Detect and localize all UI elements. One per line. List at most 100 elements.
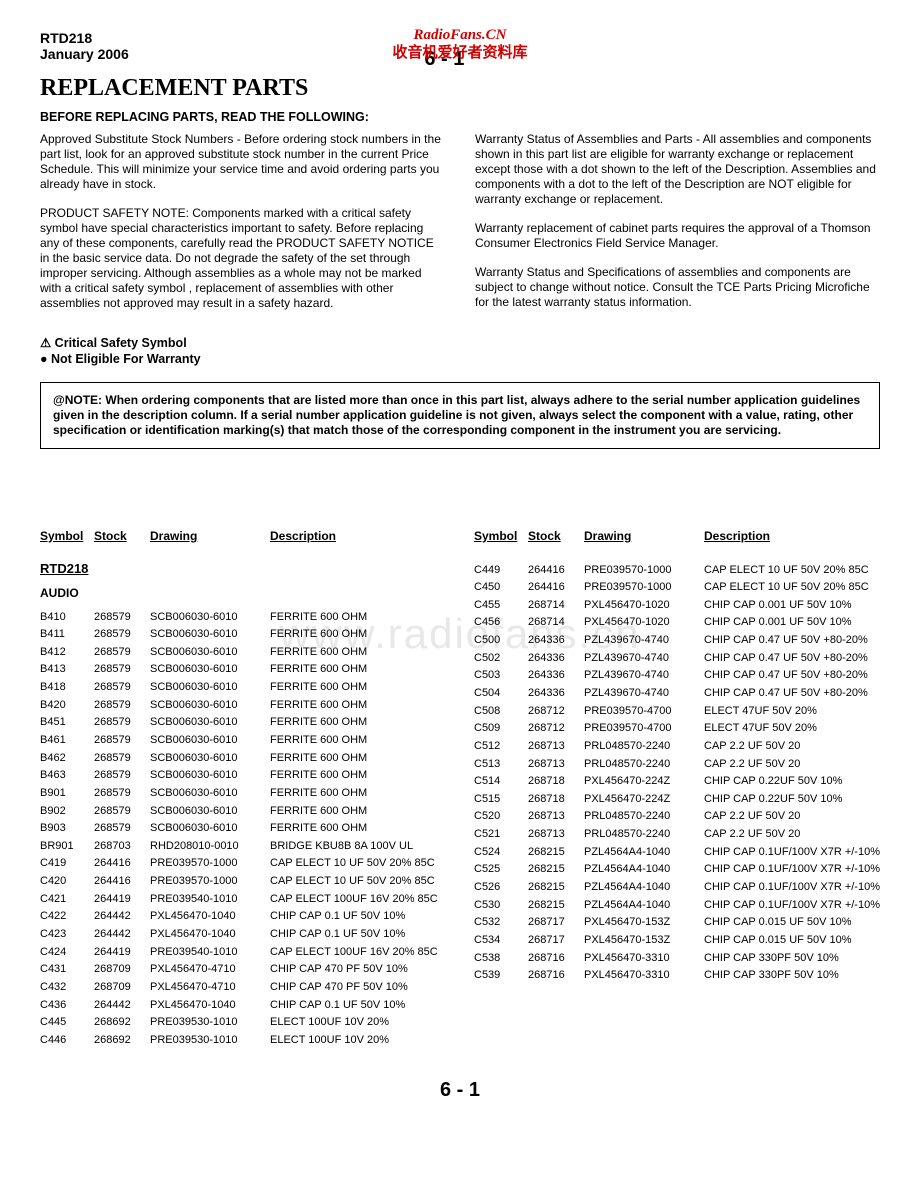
table-row: C525268215PZL4564A4-1040CHIP CAP 0.1UF/1… bbox=[474, 861, 880, 879]
cell-symbol: C515 bbox=[474, 793, 528, 806]
intro-left-col: Approved Substitute Stock Numbers - Befo… bbox=[40, 132, 445, 325]
cell-drawing: PZL439670-4740 bbox=[584, 652, 704, 665]
cell-symbol: B463 bbox=[40, 769, 94, 782]
cell-stock: 268692 bbox=[94, 1034, 150, 1047]
cell-stock: 268712 bbox=[528, 705, 584, 718]
cell-description: CHIP CAP 0.47 UF 50V +80-20% bbox=[704, 652, 880, 665]
intro-right-p1: Warranty replacement of cabinet parts re… bbox=[475, 221, 880, 251]
table-row: C450264416PRE039570-1000CAP ELECT 10 UF … bbox=[474, 579, 880, 597]
sub-header: BEFORE REPLACING PARTS, READ THE FOLLOWI… bbox=[40, 110, 880, 124]
cell-symbol: B462 bbox=[40, 752, 94, 765]
cell-description: CAP 2.2 UF 50V 20 bbox=[704, 828, 880, 841]
table-row: C515268718PXL456470-224ZCHIP CAP 0.22UF … bbox=[474, 790, 880, 808]
table-row: C422264442PXL456470-1040CHIP CAP 0.1 UF … bbox=[40, 908, 446, 926]
cell-stock: 268215 bbox=[528, 846, 584, 859]
cell-stock: 268579 bbox=[94, 769, 150, 782]
cell-symbol: C422 bbox=[40, 910, 94, 923]
cell-drawing: PXL456470-3310 bbox=[584, 969, 704, 982]
cell-drawing: PZL439670-4740 bbox=[584, 687, 704, 700]
cell-drawing: PXL456470-1020 bbox=[584, 599, 704, 612]
cell-symbol: B410 bbox=[40, 611, 94, 624]
header-model: RTD218 bbox=[40, 30, 129, 46]
cell-symbol: C504 bbox=[474, 687, 528, 700]
cell-drawing: SCB006030-6010 bbox=[150, 769, 270, 782]
legend-critical: ⚠ Critical Safety Symbol bbox=[40, 335, 880, 350]
table-row: B412268579SCB006030-6010FERRITE 600 OHM bbox=[40, 643, 446, 661]
cell-symbol: C502 bbox=[474, 652, 528, 665]
table-row: C503264336PZL439670-4740CHIP CAP 0.47 UF… bbox=[474, 667, 880, 685]
table-row: C514268718PXL456470-224ZCHIP CAP 0.22UF … bbox=[474, 773, 880, 791]
cell-symbol: C530 bbox=[474, 899, 528, 912]
cell-symbol: C424 bbox=[40, 946, 94, 959]
cell-drawing: PXL456470-1020 bbox=[584, 616, 704, 629]
left-table-header: Symbol Stock Drawing Description bbox=[40, 529, 446, 543]
cell-stock: 264442 bbox=[94, 999, 150, 1012]
cell-symbol: C432 bbox=[40, 981, 94, 994]
cell-drawing: SCB006030-6010 bbox=[150, 611, 270, 624]
cell-stock: 264419 bbox=[94, 893, 150, 906]
cell-symbol: BR901 bbox=[40, 840, 94, 853]
cell-symbol: C423 bbox=[40, 928, 94, 941]
cell-description: CHIP CAP 330PF 50V 10% bbox=[704, 952, 880, 965]
table-row: C445268692PRE039530-1010ELECT 100UF 10V … bbox=[40, 1014, 446, 1032]
cell-drawing: PXL456470-153Z bbox=[584, 916, 704, 929]
table-row: C532268717PXL456470-153ZCHIP CAP 0.015 U… bbox=[474, 914, 880, 932]
cell-stock: 268718 bbox=[528, 793, 584, 806]
cell-symbol: B413 bbox=[40, 663, 94, 676]
table-row: B462268579SCB006030-6010FERRITE 600 OHM bbox=[40, 749, 446, 767]
cell-drawing: SCB006030-6010 bbox=[150, 716, 270, 729]
cell-stock: 264419 bbox=[94, 946, 150, 959]
cell-description: CHIP CAP 0.1UF/100V X7R +/-10% bbox=[704, 846, 880, 859]
th-symbol: Symbol bbox=[40, 529, 94, 543]
cell-drawing: PRE039530-1010 bbox=[150, 1034, 270, 1047]
cell-description: FERRITE 600 OHM bbox=[270, 663, 446, 676]
table-row: C419264416PRE039570-1000CAP ELECT 10 UF … bbox=[40, 855, 446, 873]
table-row: B451268579SCB006030-6010FERRITE 600 OHM bbox=[40, 714, 446, 732]
cell-drawing: PXL456470-224Z bbox=[584, 775, 704, 788]
cell-description: CHIP CAP 0.015 UF 50V 10% bbox=[704, 934, 880, 947]
table-row: C508268712PRE039570-4700ELECT 47UF 50V 2… bbox=[474, 702, 880, 720]
cell-symbol: C421 bbox=[40, 893, 94, 906]
table-row: C530268215PZL4564A4-1040CHIP CAP 0.1UF/1… bbox=[474, 896, 880, 914]
cell-drawing: PXL456470-3310 bbox=[584, 952, 704, 965]
cell-stock: 268579 bbox=[94, 787, 150, 800]
table-row: B901268579SCB006030-6010FERRITE 600 OHM bbox=[40, 784, 446, 802]
cell-stock: 268713 bbox=[528, 828, 584, 841]
cell-description: FERRITE 600 OHM bbox=[270, 716, 446, 729]
left-subtitle: RTD218 bbox=[40, 561, 446, 576]
cell-description: FERRITE 600 OHM bbox=[270, 646, 446, 659]
cell-description: FERRITE 600 OHM bbox=[270, 628, 446, 641]
th-stock: Stock bbox=[528, 529, 584, 543]
cell-description: CHIP CAP 0.1UF/100V X7R +/-10% bbox=[704, 881, 880, 894]
table-row: C455268714PXL456470-1020CHIP CAP 0.001 U… bbox=[474, 596, 880, 614]
watermark-top-line1: RadioFans.CN bbox=[392, 26, 527, 44]
cell-stock: 264336 bbox=[528, 669, 584, 682]
right-table-body: C449264416PRE039570-1000CAP ELECT 10 UF … bbox=[474, 561, 880, 984]
cell-description: CAP ELECT 10 UF 50V 20% 85C bbox=[704, 564, 880, 577]
cell-stock: 264416 bbox=[528, 564, 584, 577]
intro-right-p0: Warranty Status of Assemblies and Parts … bbox=[475, 132, 880, 207]
cell-stock: 264336 bbox=[528, 687, 584, 700]
cell-description: CHIP CAP 0.47 UF 50V +80-20% bbox=[704, 634, 880, 647]
th-drawing: Drawing bbox=[584, 529, 704, 543]
cell-description: ELECT 100UF 10V 20% bbox=[270, 1016, 446, 1029]
cell-description: CAP 2.2 UF 50V 20 bbox=[704, 740, 880, 753]
cell-description: CAP 2.2 UF 50V 20 bbox=[704, 758, 880, 771]
table-row: C520268713PRL048570-2240CAP 2.2 UF 50V 2… bbox=[474, 808, 880, 826]
cell-drawing: SCB006030-6010 bbox=[150, 787, 270, 800]
table-row: C436264442PXL456470-1040CHIP CAP 0.1 UF … bbox=[40, 996, 446, 1014]
note-box-text: @NOTE: When ordering components that are… bbox=[53, 393, 860, 437]
cell-drawing: PRE039570-4700 bbox=[584, 722, 704, 735]
cell-stock: 268714 bbox=[528, 599, 584, 612]
cell-stock: 268215 bbox=[528, 881, 584, 894]
cell-symbol: C534 bbox=[474, 934, 528, 947]
cell-symbol: C500 bbox=[474, 634, 528, 647]
table-row: B903268579SCB006030-6010FERRITE 600 OHM bbox=[40, 820, 446, 838]
table-row: C534268717PXL456470-153ZCHIP CAP 0.015 U… bbox=[474, 931, 880, 949]
th-drawing: Drawing bbox=[150, 529, 270, 543]
table-row: C513268713PRL048570-2240CAP 2.2 UF 50V 2… bbox=[474, 755, 880, 773]
cell-description: CAP 2.2 UF 50V 20 bbox=[704, 810, 880, 823]
cell-stock: 268579 bbox=[94, 646, 150, 659]
parts-tables: Symbol Stock Drawing Description RTD218 … bbox=[40, 529, 880, 1049]
cell-drawing: SCB006030-6010 bbox=[150, 822, 270, 835]
